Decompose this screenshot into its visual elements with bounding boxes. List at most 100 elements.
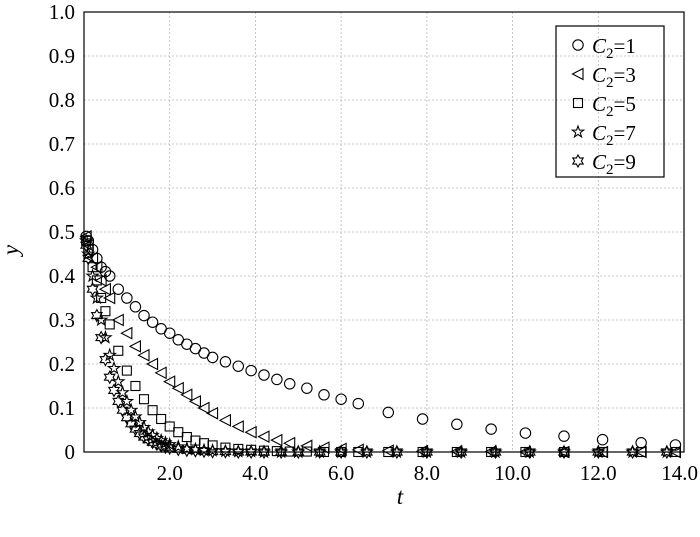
x-tick-label: 6.0 <box>328 461 354 485</box>
data-point <box>180 388 193 402</box>
data-point <box>454 444 468 460</box>
data-point <box>146 316 159 328</box>
series-5 <box>79 238 674 460</box>
x-tick-label: 14.0 <box>661 461 698 485</box>
data-point <box>205 406 219 420</box>
data-point <box>313 444 326 460</box>
data-point <box>100 306 111 317</box>
data-point <box>271 373 283 386</box>
legend-marker <box>572 39 584 51</box>
data-point <box>318 389 330 401</box>
data-point <box>163 440 176 456</box>
data-point <box>85 268 100 283</box>
x-tick-label: 12.0 <box>580 461 617 485</box>
y-tick-label: 0.9 <box>49 44 75 68</box>
tick-labels: 0 0.1 0.2 0.3 0.4 0.5 0.6 0.7 0.8 0.9 1.0 2.0 4.0 6.0… <box>49 0 698 485</box>
data-point <box>270 433 283 447</box>
data-point <box>173 427 184 438</box>
data-point <box>188 394 201 408</box>
data-point <box>244 425 257 439</box>
data-point <box>90 308 104 323</box>
legend-marker <box>571 153 585 169</box>
data-point <box>334 444 348 460</box>
data-point <box>197 401 210 415</box>
data-point <box>138 309 150 322</box>
series-3 <box>81 235 681 458</box>
data-point <box>99 352 112 367</box>
plot-marks <box>78 229 682 460</box>
y-tick-label: 0.4 <box>49 264 76 288</box>
y-tick-label: 0.8 <box>49 88 75 112</box>
plot-frame <box>83 11 685 453</box>
data-point <box>635 437 647 449</box>
data-point <box>301 382 313 394</box>
series-1 <box>80 230 682 451</box>
data-point <box>112 283 125 295</box>
legend-entry: C2=3 <box>592 63 636 91</box>
data-point <box>130 380 141 392</box>
y-tick-label: 0.1 <box>49 396 75 420</box>
data-point <box>232 360 245 372</box>
data-point <box>660 444 674 460</box>
data-point <box>106 360 122 375</box>
series-4 <box>78 233 675 459</box>
data-point <box>300 439 313 453</box>
data-point <box>258 369 270 381</box>
data-point <box>86 282 99 297</box>
data-point <box>519 427 532 439</box>
data-point <box>147 405 158 416</box>
data-point <box>120 410 134 425</box>
legend-entry: C2=7 <box>592 121 636 149</box>
data-point <box>163 375 176 389</box>
data-point <box>91 275 102 286</box>
data-point <box>111 313 124 327</box>
legend-marker <box>572 97 584 109</box>
data-point <box>626 444 639 460</box>
data-point <box>206 444 219 459</box>
data-point <box>163 327 176 339</box>
data-point <box>669 439 682 451</box>
data-point <box>596 433 609 446</box>
x-tick-label: 10.0 <box>494 461 531 485</box>
grid <box>84 12 684 452</box>
data-point <box>129 301 142 313</box>
y-tick-label: 0.6 <box>49 176 75 200</box>
data-point <box>103 291 116 305</box>
data-point <box>121 292 133 304</box>
x-tick-label: 8.0 <box>414 461 440 485</box>
data-point <box>93 312 109 327</box>
data-point <box>390 444 404 460</box>
data-point <box>416 413 429 425</box>
data-point <box>181 431 192 443</box>
data-point <box>206 351 219 364</box>
data-point <box>244 444 258 460</box>
data-point <box>360 444 374 460</box>
data-point <box>485 423 497 435</box>
y-tick-label: 0.3 <box>49 308 75 332</box>
data-point <box>107 383 121 398</box>
legend-box <box>555 25 665 178</box>
data-point <box>283 436 296 450</box>
data-point <box>164 421 175 432</box>
data-point <box>121 365 132 376</box>
data-point <box>232 444 245 460</box>
data-point <box>94 330 108 345</box>
x-tick-label: 2.0 <box>157 461 183 485</box>
data-point <box>292 444 305 460</box>
legend-marker <box>571 67 584 81</box>
data-point <box>257 430 270 444</box>
data-point <box>79 238 93 253</box>
data-point <box>274 444 288 460</box>
data-point <box>420 444 434 460</box>
data-point <box>96 292 107 304</box>
x-axis-label: t <box>397 484 404 509</box>
data-point <box>335 393 347 405</box>
y-tick-label: 1.0 <box>49 0 75 24</box>
data-point <box>219 444 232 459</box>
data-point <box>172 442 185 457</box>
data-point <box>113 345 124 356</box>
data-point <box>382 406 395 419</box>
data-point <box>207 440 218 451</box>
data-point <box>283 378 296 390</box>
